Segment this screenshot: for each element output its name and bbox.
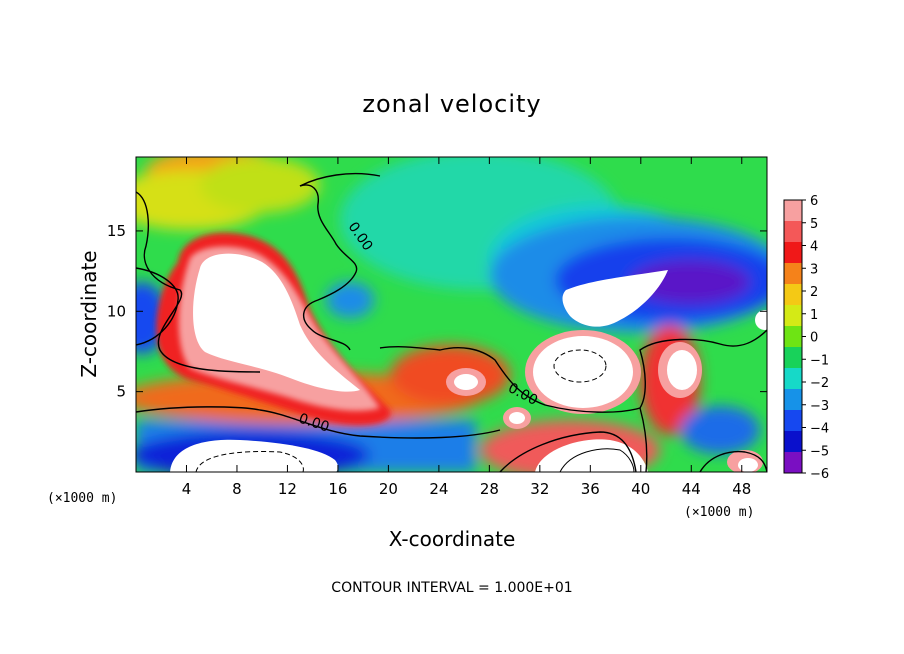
x-tick-label: 4 xyxy=(182,480,192,498)
plot-frame xyxy=(135,156,768,473)
region-right-lower-blue xyxy=(680,406,760,454)
x-tick-label: 8 xyxy=(232,480,242,498)
region-right-violet xyxy=(630,260,750,304)
y-axis-label: Z-coordinate xyxy=(77,250,101,377)
y-tick-label: 15 xyxy=(107,222,126,240)
zero-contour-right-lower xyxy=(639,407,648,472)
colorbar-swatch xyxy=(784,410,802,432)
colorbar-label: −6 xyxy=(810,467,829,482)
colorbar-label: 4 xyxy=(810,240,818,255)
x-tick-label: 28 xyxy=(480,480,499,498)
negative-contour-center-right xyxy=(553,349,607,383)
contour-interval-note: CONTOUR INTERVAL = 1.000E+01 xyxy=(331,580,572,596)
colorbar-label: −5 xyxy=(810,444,829,459)
zero-contour-upper-middle xyxy=(299,184,358,351)
x-tick-label: 44 xyxy=(682,480,701,498)
positive-contours xyxy=(559,448,635,472)
zero-contour-bottom-center xyxy=(499,431,637,472)
colorbar-swatch xyxy=(784,221,802,243)
colorbar-label: 5 xyxy=(810,217,818,232)
x-tick-label: 48 xyxy=(732,480,751,498)
colorbar-label: −4 xyxy=(810,422,829,437)
zero-contour-top xyxy=(299,172,381,187)
colorbar-swatch xyxy=(784,347,802,369)
zero-contours xyxy=(136,172,767,472)
x-tick-label: 36 xyxy=(581,480,600,498)
zero-contour-left-jet xyxy=(136,267,179,346)
colorbar-swatch xyxy=(784,368,802,390)
region-right-edge-saturated xyxy=(755,310,767,330)
colorbar-label: 1 xyxy=(810,308,818,323)
colorbar-swatch xyxy=(784,431,802,453)
colorbar-swatch xyxy=(784,263,802,285)
region-upper-left-saturated xyxy=(193,253,360,392)
colorbar-swatch xyxy=(784,305,802,327)
negative-contour-bottom-left xyxy=(195,451,304,472)
region-bottom-center-saturated xyxy=(535,439,648,472)
x-axis-ticks: 4 8 12 16 20 24 28 32 36 40 44 48 xyxy=(182,157,751,498)
region-mid-white-spot xyxy=(454,374,478,390)
x-tick-label: 40 xyxy=(631,480,650,498)
negative-contours xyxy=(195,349,607,472)
x-tick-label: 20 xyxy=(379,480,398,498)
colorbar-swatch xyxy=(784,452,802,474)
colorbar-swatch xyxy=(784,326,802,348)
region-center-right-saturated xyxy=(533,336,633,408)
zero-contour-upper-left xyxy=(136,191,261,373)
heatmap-field xyxy=(136,157,767,472)
region-mid-blue-spot xyxy=(326,282,374,318)
y-axis-ticks: 5 10 15 xyxy=(107,222,767,401)
positive-contour-bottom-center xyxy=(559,448,635,472)
colorbar-swatch xyxy=(784,200,802,222)
colorbar-swatch xyxy=(784,242,802,264)
y-tick-label: 10 xyxy=(107,302,126,320)
colorbar-label: 3 xyxy=(810,262,818,277)
zero-contour-lower xyxy=(136,406,501,439)
colorbar: 6 5 4 3 2 1 0 −1 −2 −3 −4 −5 −6 xyxy=(783,194,829,482)
region-right-upper-saturated xyxy=(562,270,668,327)
colorbar-swatch xyxy=(784,284,802,306)
chart-title: zonal velocity xyxy=(362,90,541,118)
zero-contour-mid xyxy=(379,329,767,413)
zero-contour-right-bottom xyxy=(699,450,767,472)
x-unit-right: (×1000 m) xyxy=(684,505,754,520)
region-bottom-left-saturated xyxy=(170,439,339,472)
x-tick-label: 12 xyxy=(278,480,297,498)
region-right-column-saturated xyxy=(667,350,697,390)
colorbar-label: 2 xyxy=(810,285,818,300)
colorbar-label: −2 xyxy=(810,376,829,391)
colorbar-label: −1 xyxy=(810,353,829,368)
colorbar-label: 0 xyxy=(810,331,818,346)
region-upper-left-yellow2 xyxy=(200,157,320,213)
colorbar-label: −3 xyxy=(810,399,829,414)
y-tick-label: 5 xyxy=(116,383,126,401)
x-tick-label: 16 xyxy=(328,480,347,498)
x-tick-label: 32 xyxy=(530,480,549,498)
x-tick-label: 24 xyxy=(429,480,448,498)
region-right-bottom-white xyxy=(738,458,758,472)
colorbar-swatch xyxy=(784,389,802,411)
x-unit-left: (×1000 m) xyxy=(47,491,117,506)
region-small-white-spot xyxy=(509,412,525,424)
colorbar-label: 6 xyxy=(810,194,818,209)
x-axis-label: X-coordinate xyxy=(389,527,516,551)
